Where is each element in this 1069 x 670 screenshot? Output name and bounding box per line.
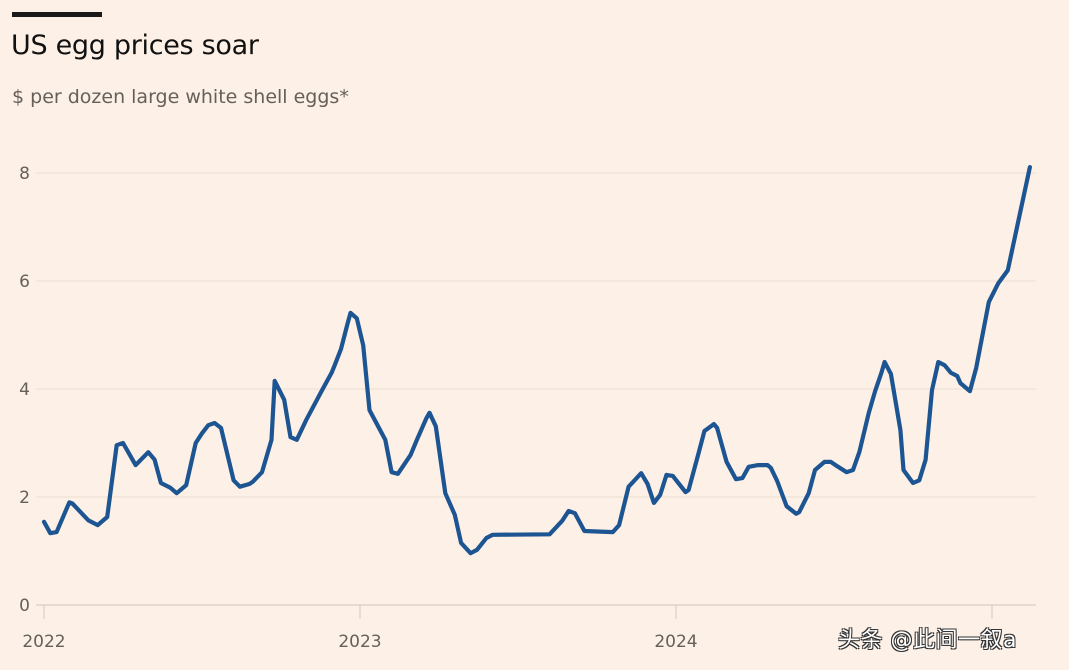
y-tick-label: 6 (19, 272, 30, 292)
chart-subtitle: $ per dozen large white shell eggs* (12, 86, 349, 108)
ft-top-rule (12, 12, 102, 17)
y-tick-label: 8 (19, 164, 30, 184)
x-axis: 2022 2023 2024 (22, 605, 993, 652)
chart-title: US egg prices soar (11, 30, 259, 61)
watermark: 头条 @此间一叙a (838, 628, 1017, 653)
x-tick-label: 2024 (654, 632, 697, 652)
y-tick-label: 0 (19, 596, 30, 616)
y-tick-label: 2 (19, 488, 30, 508)
x-tick-label: 2022 (22, 632, 65, 652)
y-axis: 0 2 4 6 8 (19, 164, 30, 616)
gridlines (36, 172, 1036, 606)
x-tick-label: 2023 (338, 632, 381, 652)
series-line-egg-price (41, 165, 1032, 556)
y-tick-label: 4 (19, 380, 30, 400)
data-points (44, 167, 1030, 553)
